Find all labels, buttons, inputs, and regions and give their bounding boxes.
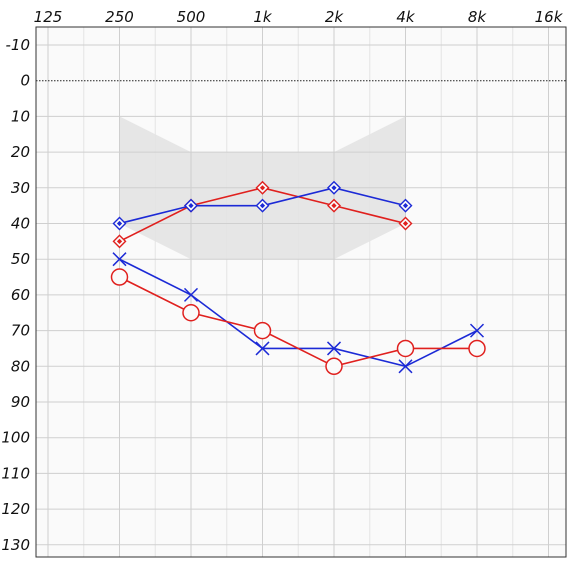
y-tick-label: 70 — [11, 322, 30, 340]
cross-marker-stroke — [398, 359, 413, 374]
data-point — [327, 180, 341, 195]
diamond-marker-center — [188, 203, 194, 209]
data-point — [110, 268, 129, 286]
circle-marker — [325, 357, 343, 376]
x-tick-label: 8k — [468, 8, 488, 26]
cross-marker-stroke — [326, 341, 342, 356]
x-tick-label: 16k — [535, 8, 564, 26]
x-tick-label: 1k — [253, 8, 273, 26]
y-tick-label: 90 — [11, 393, 30, 411]
plot-background — [36, 27, 566, 557]
diamond-marker-center — [259, 203, 266, 209]
y-tick-label: 50 — [11, 250, 30, 268]
data-point — [327, 198, 341, 213]
data-point — [396, 339, 415, 358]
series-4 — [110, 268, 486, 376]
circle-marker — [110, 268, 129, 286]
x-tick-label: 125 — [34, 8, 63, 26]
y-tick-label: 30 — [11, 179, 30, 197]
y-tick-label: 40 — [11, 215, 30, 233]
data-point — [469, 323, 485, 338]
data-series — [110, 180, 486, 376]
circle-marker — [396, 339, 415, 358]
data-point — [398, 359, 413, 374]
y-tick-label: 20 — [11, 143, 30, 161]
y-tick-label: 80 — [11, 357, 30, 375]
y-tick-label: 60 — [11, 286, 30, 304]
data-point — [184, 198, 198, 213]
data-point — [325, 357, 343, 376]
y-axis-tick-labels: -10 0 10 20 30 40 50 60 70 80 90 100 110 120 130 — [1, 36, 30, 554]
circle-marker — [468, 339, 486, 358]
circle-marker — [182, 304, 200, 322]
diamond-marker-center — [259, 185, 266, 191]
diamond-marker-center — [402, 220, 409, 227]
diamond-marker-center — [116, 220, 123, 227]
x-tick-label: 250 — [105, 8, 134, 26]
series-line — [119, 276, 477, 368]
data-point — [398, 216, 413, 231]
y-tick-label: 120 — [1, 500, 30, 518]
circle-marker — [253, 321, 272, 340]
data-point — [255, 198, 270, 213]
diamond-marker-center — [116, 238, 123, 244]
data-point — [183, 287, 199, 302]
data-point — [112, 252, 127, 267]
data-point — [398, 198, 413, 213]
data-point — [112, 216, 127, 231]
series-2 — [112, 180, 413, 231]
data-point — [326, 341, 342, 356]
x-axis-tick-labels: 125 250 500 1k 2k 4k 8k 16k — [34, 8, 564, 26]
y-tick-label: 110 — [1, 464, 30, 482]
data-point — [112, 234, 127, 249]
y-tick-label: 10 — [11, 107, 30, 125]
y-tick-label: 130 — [1, 536, 30, 554]
data-point — [253, 321, 272, 340]
cross-marker-stroke — [469, 323, 485, 338]
x-tick-label: 500 — [177, 8, 206, 26]
data-point — [255, 341, 270, 356]
cross-marker-stroke — [183, 287, 199, 302]
y-tick-label: 0 — [20, 72, 30, 90]
data-point — [255, 180, 270, 195]
diamond-marker-center — [402, 203, 409, 209]
y-tick-label: 100 — [1, 429, 30, 447]
data-point — [468, 339, 486, 358]
cross-marker-stroke — [255, 341, 270, 356]
cross-marker-stroke — [112, 252, 127, 267]
y-tick-label: -10 — [6, 36, 31, 54]
x-tick-label: 2k — [325, 8, 345, 26]
x-tick-label: 4k — [396, 8, 416, 26]
data-point — [182, 304, 200, 322]
plot-frame — [35, 26, 567, 558]
diamond-marker-center — [331, 185, 337, 191]
diamond-marker-center — [331, 203, 337, 209]
